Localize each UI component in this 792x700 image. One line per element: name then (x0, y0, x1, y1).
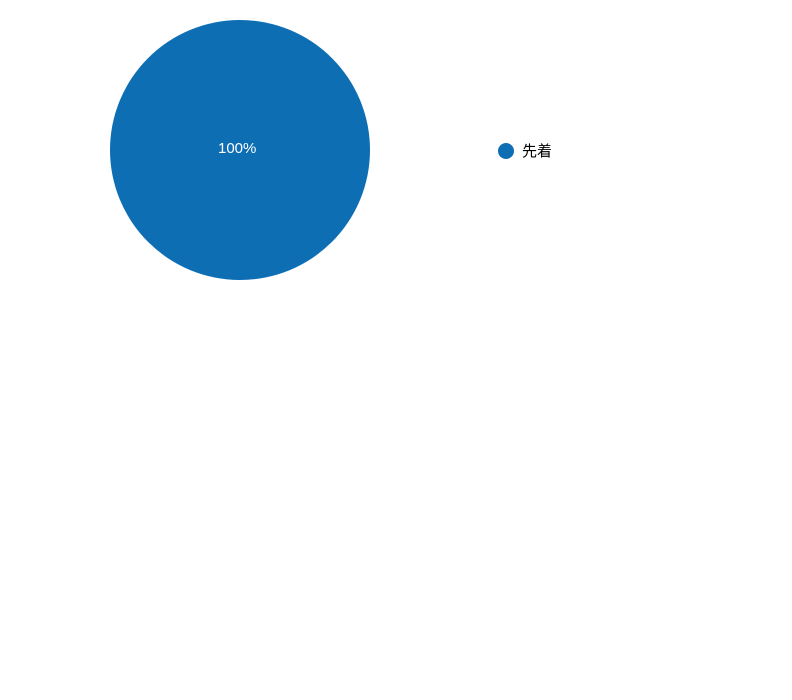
pie-slice-label: 100% (218, 140, 256, 157)
legend-marker (498, 143, 514, 159)
pie-chart: 100% (110, 20, 370, 280)
legend-item-label: 先着 (522, 140, 552, 161)
legend: 先着 (498, 140, 552, 161)
